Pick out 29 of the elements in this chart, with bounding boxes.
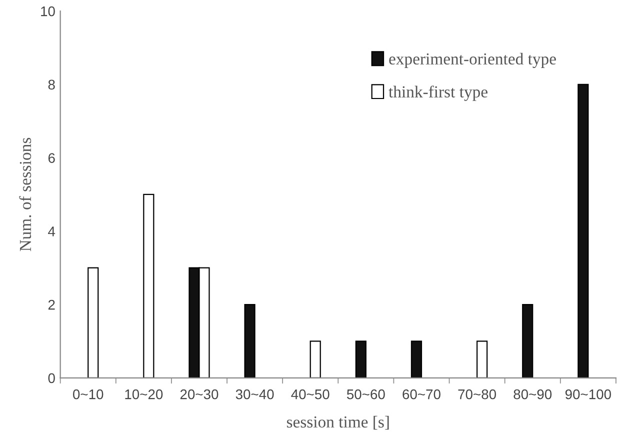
y-axis-title: Num. of sessions — [19, 138, 32, 252]
x-tick-label: 0~10 — [73, 389, 104, 400]
bar — [88, 267, 99, 378]
y-tick-label: 6 — [48, 153, 55, 163]
bar — [522, 304, 534, 378]
y-tick-label: 4 — [48, 226, 56, 236]
x-axis-title: session time [s] — [286, 416, 389, 430]
y-tick-label: 10 — [41, 6, 55, 16]
bar — [355, 340, 366, 378]
x-tick-label: 60~70 — [402, 389, 440, 400]
x-tick-label: 80~90 — [514, 389, 552, 400]
y-tick-label: 8 — [48, 80, 55, 90]
x-tick-label: 20~30 — [180, 389, 218, 400]
legend-label: experiment-oriented type — [389, 52, 556, 68]
bar — [310, 340, 321, 378]
x-tick-label: 90~100 — [565, 389, 611, 400]
bar — [410, 340, 422, 378]
x-tick-label: 50~60 — [346, 389, 385, 400]
bar — [143, 194, 154, 378]
x-tick-label: 40~50 — [291, 389, 330, 400]
y-tick-label: 2 — [48, 300, 55, 310]
x-tick-label: 30~40 — [236, 389, 274, 400]
bar — [476, 340, 488, 378]
bar — [578, 84, 589, 378]
x-tick-label: 10~20 — [125, 389, 163, 400]
legend-label: think-first type — [388, 86, 488, 101]
bar — [244, 304, 256, 378]
y-tick-label: 0 — [48, 373, 55, 384]
x-tick-label: 70~80 — [458, 389, 496, 400]
